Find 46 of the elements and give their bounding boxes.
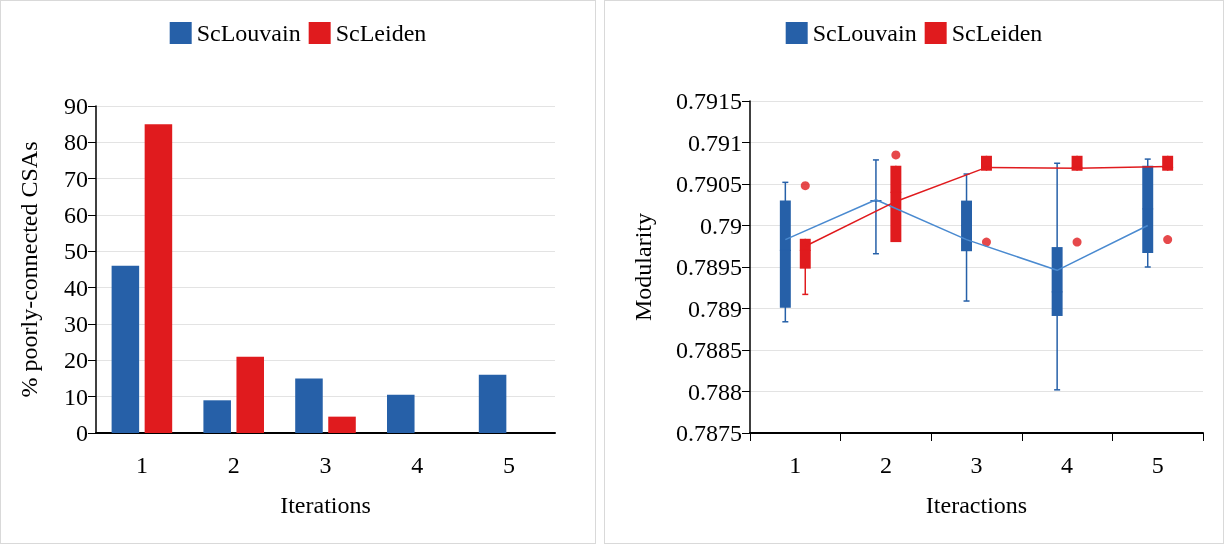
x-tick-label: 1 bbox=[789, 452, 802, 478]
y-tick-label: 0.788 bbox=[688, 378, 742, 405]
y-tick-label: 70 bbox=[64, 165, 88, 192]
bar bbox=[387, 394, 415, 433]
y-tick-label: 0.7895 bbox=[676, 254, 742, 280]
bar bbox=[236, 356, 264, 433]
y-tick-label: 0.79 bbox=[700, 212, 742, 239]
y-axis-title: Modularity bbox=[630, 213, 656, 321]
y-tick-label: 80 bbox=[64, 129, 88, 156]
bar bbox=[144, 124, 173, 433]
y-tick-label: 50 bbox=[64, 238, 88, 265]
y-tick-label: 60 bbox=[64, 202, 88, 228]
x-tick-label: 3 bbox=[319, 452, 332, 478]
y-tick-label: 40 bbox=[64, 274, 88, 301]
x-tick-label: 5 bbox=[503, 452, 516, 478]
y-tick-label: 0.7885 bbox=[676, 337, 742, 363]
x-tick-label: 3 bbox=[970, 452, 983, 478]
y-tick-label: 0.791 bbox=[688, 129, 742, 156]
bar bbox=[478, 374, 507, 433]
legend-label: ScLouvain bbox=[196, 20, 301, 46]
y-tick-label: 30 bbox=[64, 311, 88, 337]
x-tick-label: 4 bbox=[411, 452, 424, 478]
bar bbox=[328, 416, 356, 433]
x-tick-label: 4 bbox=[1061, 452, 1074, 478]
y-tick-label: 0.7905 bbox=[676, 171, 742, 197]
line-series bbox=[784, 199, 1149, 272]
legend-label: ScLeiden bbox=[951, 20, 1043, 46]
x-tick-label: 2 bbox=[879, 452, 892, 478]
y-axis-title: % poorly-connected CSAs bbox=[16, 141, 42, 398]
bar bbox=[295, 378, 323, 433]
y-tick-label: 20 bbox=[64, 347, 88, 374]
x-axis-title: Iteractions bbox=[925, 492, 1028, 518]
x-axis-title: Iterations bbox=[280, 492, 371, 518]
y-tick-label: 0.7915 bbox=[676, 88, 742, 114]
y-tick-label: 90 bbox=[64, 93, 88, 119]
y-tick-label: 10 bbox=[64, 383, 88, 410]
y-tick-label: 0.789 bbox=[688, 295, 742, 322]
x-tick-label: 2 bbox=[227, 452, 240, 478]
x-tick-label: 5 bbox=[1151, 452, 1164, 478]
bar bbox=[203, 400, 231, 433]
bar bbox=[111, 265, 140, 433]
y-tick-label: 0.7875 bbox=[676, 420, 742, 446]
legend-label: ScLouvain bbox=[812, 20, 917, 46]
legend-label: ScLeiden bbox=[335, 20, 427, 46]
x-tick-label: 1 bbox=[135, 452, 148, 478]
y-tick-label: 0 bbox=[76, 420, 88, 446]
